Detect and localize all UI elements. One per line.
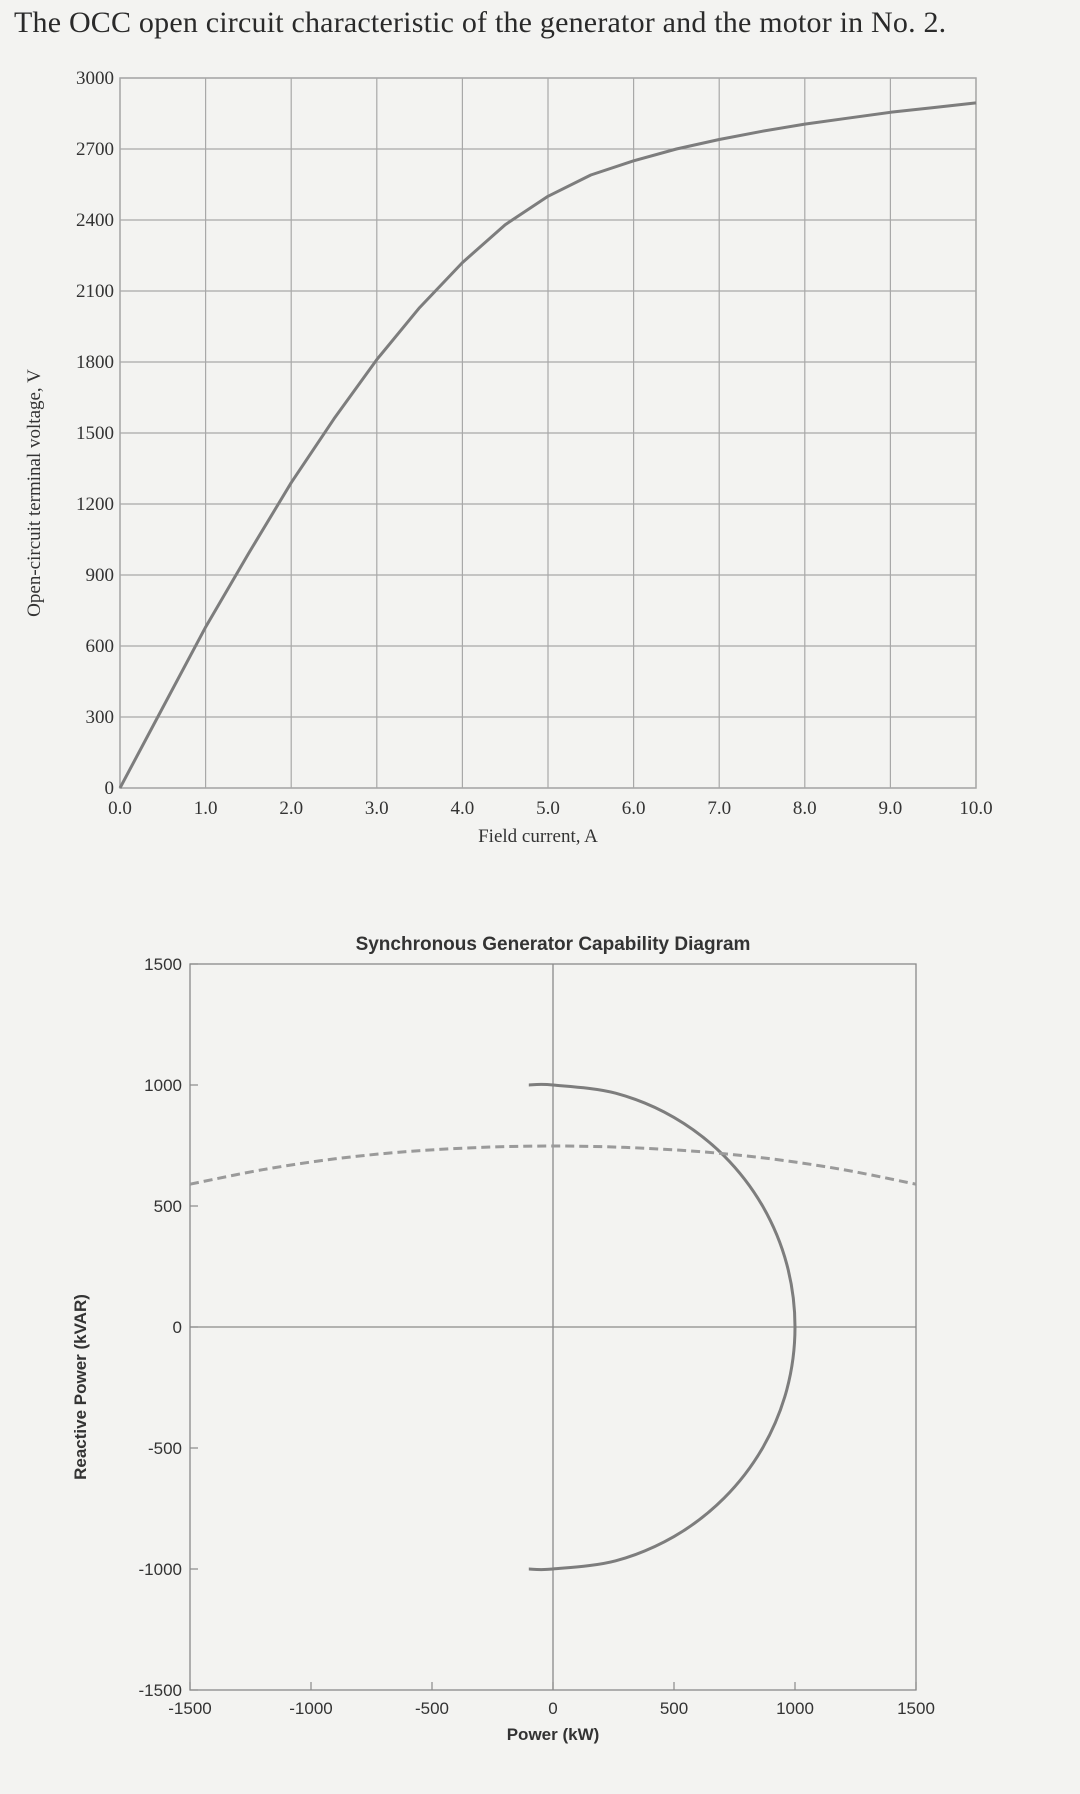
occ-x-tick-label: 2.0	[279, 798, 303, 819]
capability-y-tick-label: -1000	[139, 1560, 182, 1579]
occ-series-line	[118, 101, 977, 789]
capability-series	[189, 1082, 917, 1572]
capability-tick-labels: -1500 -1000 -500 0 500 1000 1500 -1500 -1000 -500…	[139, 955, 935, 1718]
occ-y-tick-label: 300	[86, 707, 115, 728]
occ-y-tick-label: 0	[105, 778, 115, 799]
capability-frame	[189, 963, 917, 1691]
capability-chart: Synchronous Generator Capability Diagram…	[71, 934, 935, 1744]
occ-y-tick-label: 600	[86, 636, 115, 657]
capability-x-tick-label: 1500	[897, 1699, 935, 1718]
capability-y-tick-label: 0	[173, 1318, 182, 1337]
occ-x-tick-label: 1.0	[194, 798, 218, 819]
capability-y-tick-label: -1500	[139, 1681, 182, 1700]
occ-x-tick-label: 0.0	[108, 798, 132, 819]
capability-x-tick-label: -500	[415, 1699, 449, 1718]
capability-y-tick-label: 1000	[144, 1076, 182, 1095]
occ-x-tick-label: 8.0	[793, 798, 817, 819]
occ-x-tick-label: 5.0	[536, 798, 560, 819]
capability-y-tick-label: 500	[154, 1197, 182, 1216]
occ-x-tick-label: 10.0	[959, 798, 992, 819]
occ-tick-labels: 0.0 1.0 2.0 3.0 4.0 5.0 6.0 7.0 8.0 9.0 10.0 0 300 60…	[76, 68, 993, 819]
capability-dashed-curve	[189, 1144, 917, 1186]
occ-x-axis-label: Field current, A	[478, 826, 598, 847]
occ-y-tick-label: 2100	[76, 281, 114, 302]
capability-x-tick-label: 500	[660, 1699, 688, 1718]
occ-y-tick-label: 2400	[76, 210, 114, 231]
capability-solid-curve	[528, 1082, 797, 1572]
occ-x-tick-label: 9.0	[879, 798, 903, 819]
occ-y-tick-label: 1500	[76, 423, 114, 444]
capability-y-tick-label: -500	[148, 1439, 182, 1458]
capability-x-tick-label: 0	[548, 1699, 557, 1718]
occ-y-tick-label: 1800	[76, 352, 114, 373]
occ-y-tick-label: 3000	[76, 68, 114, 89]
capability-x-axis-label: Power (kW)	[507, 1725, 600, 1744]
occ-x-tick-label: 7.0	[707, 798, 731, 819]
occ-x-tick-label: 3.0	[365, 798, 389, 819]
occ-y-tick-label: 1200	[76, 494, 114, 515]
occ-y-tick-label: 2700	[76, 139, 114, 160]
capability-x-tick-label: 1000	[776, 1699, 814, 1718]
capability-chart-title: Synchronous Generator Capability Diagram	[356, 934, 751, 955]
capability-y-tick-label: 1500	[144, 955, 182, 974]
occ-series	[118, 101, 977, 789]
occ-y-tick-label: 900	[86, 565, 115, 586]
page-title: The OCC open circuit characteristic of t…	[14, 6, 947, 39]
capability-x-tick-label: -1000	[289, 1699, 332, 1718]
capability-y-axis-label: Reactive Power (kVAR)	[71, 1294, 90, 1480]
occ-grid	[119, 77, 977, 789]
occ-x-tick-label: 6.0	[622, 798, 646, 819]
occ-chart: 0.0 1.0 2.0 3.0 4.0 5.0 6.0 7.0 8.0 9.0 10.0 0 300 60…	[24, 68, 993, 847]
occ-y-axis-label: Open-circuit terminal voltage, V	[24, 369, 45, 617]
capability-x-tick-label: -1500	[168, 1699, 211, 1718]
occ-x-tick-label: 4.0	[451, 798, 475, 819]
